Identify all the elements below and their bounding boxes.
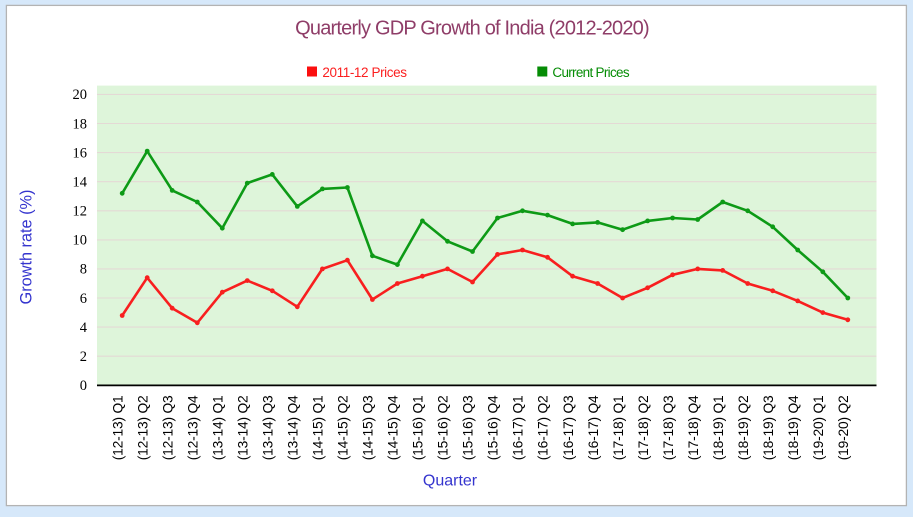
svg-text:(16-17) Q3: (16-17) Q3: [561, 395, 576, 460]
svg-text:18: 18: [73, 116, 88, 132]
svg-text:(17-18) Q2: (17-18) Q2: [636, 396, 651, 461]
svg-text:20: 20: [73, 87, 88, 103]
svg-text:(13-14) Q1: (13-14) Q1: [211, 396, 226, 461]
svg-text:12: 12: [73, 204, 88, 220]
svg-text:Quarterly GDP Growth of India: Quarterly GDP Growth of India (2012-2020…: [295, 18, 649, 40]
svg-text:(19-20) Q1: (19-20) Q1: [811, 396, 826, 461]
svg-text:(13-14) Q4: (13-14) Q4: [286, 395, 301, 460]
svg-text:(19-20) Q2: (19-20) Q2: [836, 396, 851, 461]
svg-text:14: 14: [73, 175, 88, 191]
svg-text:(18-19) Q2: (18-19) Q2: [736, 396, 751, 461]
svg-text:(17-18) Q3: (17-18) Q3: [661, 395, 676, 460]
svg-text:(17-18) Q4: (17-18) Q4: [686, 395, 701, 460]
svg-text:(13-14) Q3: (13-14) Q3: [261, 395, 276, 460]
svg-text:(16-17) Q2: (16-17) Q2: [536, 396, 551, 461]
svg-text:(17-18) Q1: (17-18) Q1: [611, 396, 626, 461]
svg-text:(12-13) Q4: (12-13) Q4: [186, 395, 201, 460]
svg-text:(14-15) Q4: (14-15) Q4: [386, 395, 401, 460]
svg-text:(18-19) Q4: (18-19) Q4: [786, 395, 801, 460]
svg-text:(16-17) Q1: (16-17) Q1: [511, 396, 526, 461]
svg-text:(18-19) Q1: (18-19) Q1: [711, 396, 726, 461]
svg-text:0: 0: [80, 378, 87, 394]
svg-text:(12-13) Q3: (12-13) Q3: [160, 395, 175, 460]
svg-text:4: 4: [80, 320, 88, 336]
svg-text:10: 10: [73, 233, 88, 249]
svg-text:6: 6: [80, 291, 87, 307]
svg-text:(14-15) Q3: (14-15) Q3: [361, 395, 376, 460]
svg-text:(15-16) Q1: (15-16) Q1: [411, 396, 426, 461]
svg-text:(15-16) Q3: (15-16) Q3: [461, 395, 476, 460]
svg-text:8: 8: [80, 262, 87, 278]
svg-text:(18-19) Q3: (18-19) Q3: [761, 395, 776, 460]
svg-text:(15-16) Q2: (15-16) Q2: [436, 396, 451, 461]
svg-text:Current Prices: Current Prices: [552, 65, 629, 80]
svg-text:(13-14) Q2: (13-14) Q2: [236, 396, 251, 461]
svg-text:2011-12 Prices: 2011-12 Prices: [322, 65, 407, 80]
svg-text:(14-15) Q1: (14-15) Q1: [311, 396, 326, 461]
svg-text:(12-13) Q1: (12-13) Q1: [110, 396, 125, 461]
svg-text:(15-16) Q4: (15-16) Q4: [486, 395, 501, 460]
svg-text:(16-17) Q4: (16-17) Q4: [586, 395, 601, 460]
svg-text:16: 16: [73, 145, 88, 161]
svg-text:Growth rate (%): Growth rate (%): [18, 190, 36, 305]
svg-text:2: 2: [80, 349, 87, 365]
svg-text:(14-15) Q2: (14-15) Q2: [336, 396, 351, 461]
svg-text:Quarter: Quarter: [423, 473, 478, 490]
svg-text:(12-13) Q2: (12-13) Q2: [135, 396, 150, 461]
